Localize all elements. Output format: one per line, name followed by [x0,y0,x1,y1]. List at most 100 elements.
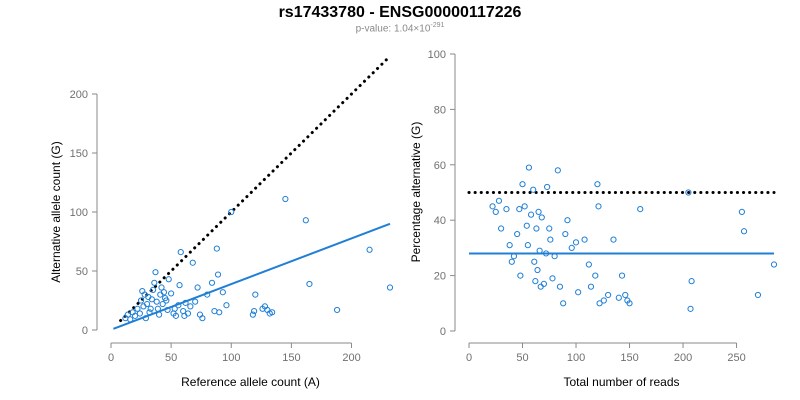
y-tick-label: 0 [440,326,446,338]
x-axis-label: Reference allele count (A) [181,375,320,389]
data-point [519,181,526,188]
panel-1: 0 50 100 150 200 0 50 100 150 200 Reference allele… [49,54,394,389]
data-point [770,261,778,268]
data-point [249,311,257,318]
data-point [214,271,222,278]
data-point [194,284,201,291]
reference-line [119,54,392,323]
x-tick-label: 0 [108,352,114,364]
data-point [544,183,551,191]
data-point [540,280,548,288]
data-point [510,253,518,260]
data-point [514,230,521,238]
data-point [164,306,171,314]
y-axis-label: Alternative allele count (G) [49,141,63,282]
data-point [585,261,592,268]
data-point [187,303,194,310]
data-point [498,225,505,232]
data-point [740,228,748,235]
data-point [530,186,537,193]
data-point [587,283,595,290]
data-point [523,222,530,229]
y-tick-label: 60 [434,160,446,172]
x-tick-label: 250 [727,352,745,364]
x-tick-label: 0 [466,352,472,364]
data-point [594,181,601,188]
y-tick-label: 100 [428,49,446,61]
data-point [168,290,175,297]
data-point [581,236,588,243]
data-point [492,208,499,215]
data-point [154,305,162,312]
x-tick-label: 100 [567,352,585,364]
data-point [158,284,165,291]
x-tick-label: 150 [282,352,300,364]
x-tick-label: 50 [165,352,177,364]
y-tick-label: 200 [70,89,88,101]
data-point [228,208,235,216]
data-point [560,300,567,307]
data-point [687,305,694,312]
data-point [554,167,561,174]
data-point [549,275,556,282]
data-point [176,282,183,289]
x-tick-label: 150 [620,352,638,364]
y-tick-label: 150 [70,148,88,160]
data-point [489,203,496,210]
data-point [525,164,533,171]
data-point [137,297,145,304]
data-point [282,195,289,203]
data-point [219,289,226,296]
data-point [610,236,617,243]
data-point [216,309,223,316]
data-point [306,280,313,288]
data-point [208,279,216,286]
data-point [538,214,545,221]
data-point [622,291,629,299]
data-point [503,206,510,213]
data-point [213,245,220,252]
data-point [386,284,394,291]
data-point [302,217,309,224]
data-point [536,247,543,254]
data-point [146,309,153,316]
panel-2: 0 50 100 150 200 250 0 20 40 60 80 100 Total number … [409,49,778,389]
data-point [506,242,513,249]
data-point [508,258,515,265]
data-point [568,244,575,251]
data-point [136,310,143,317]
data-point [754,291,762,299]
data-point [637,206,644,213]
data-point [516,206,523,213]
data-point [592,272,599,279]
data-point [147,305,154,312]
data-point [596,300,603,307]
data-point [153,298,160,305]
data-point [564,217,571,224]
data-point [534,266,541,274]
data-point [160,289,168,296]
data-point [142,315,149,322]
data-point [572,239,580,246]
y-tick-label: 20 [434,271,446,283]
data-point [131,312,139,319]
y-tick-label: 50 [76,266,88,278]
data-point [562,230,569,238]
data-point [626,300,633,307]
data-point [615,294,622,301]
data-point [495,197,503,204]
data-point [600,297,607,304]
data-point [546,225,553,232]
data-point [152,269,159,276]
data-point [182,299,189,306]
data-point [595,203,602,210]
data-point [535,208,542,215]
data-point [143,300,151,308]
data-point [165,276,172,283]
data-point [171,305,178,312]
data-point [151,279,158,286]
data-point [148,296,155,303]
data-point [533,225,540,232]
p-value-subtitle: p-value: 1.04×10-291 [0,22,800,34]
data-point [556,283,564,290]
